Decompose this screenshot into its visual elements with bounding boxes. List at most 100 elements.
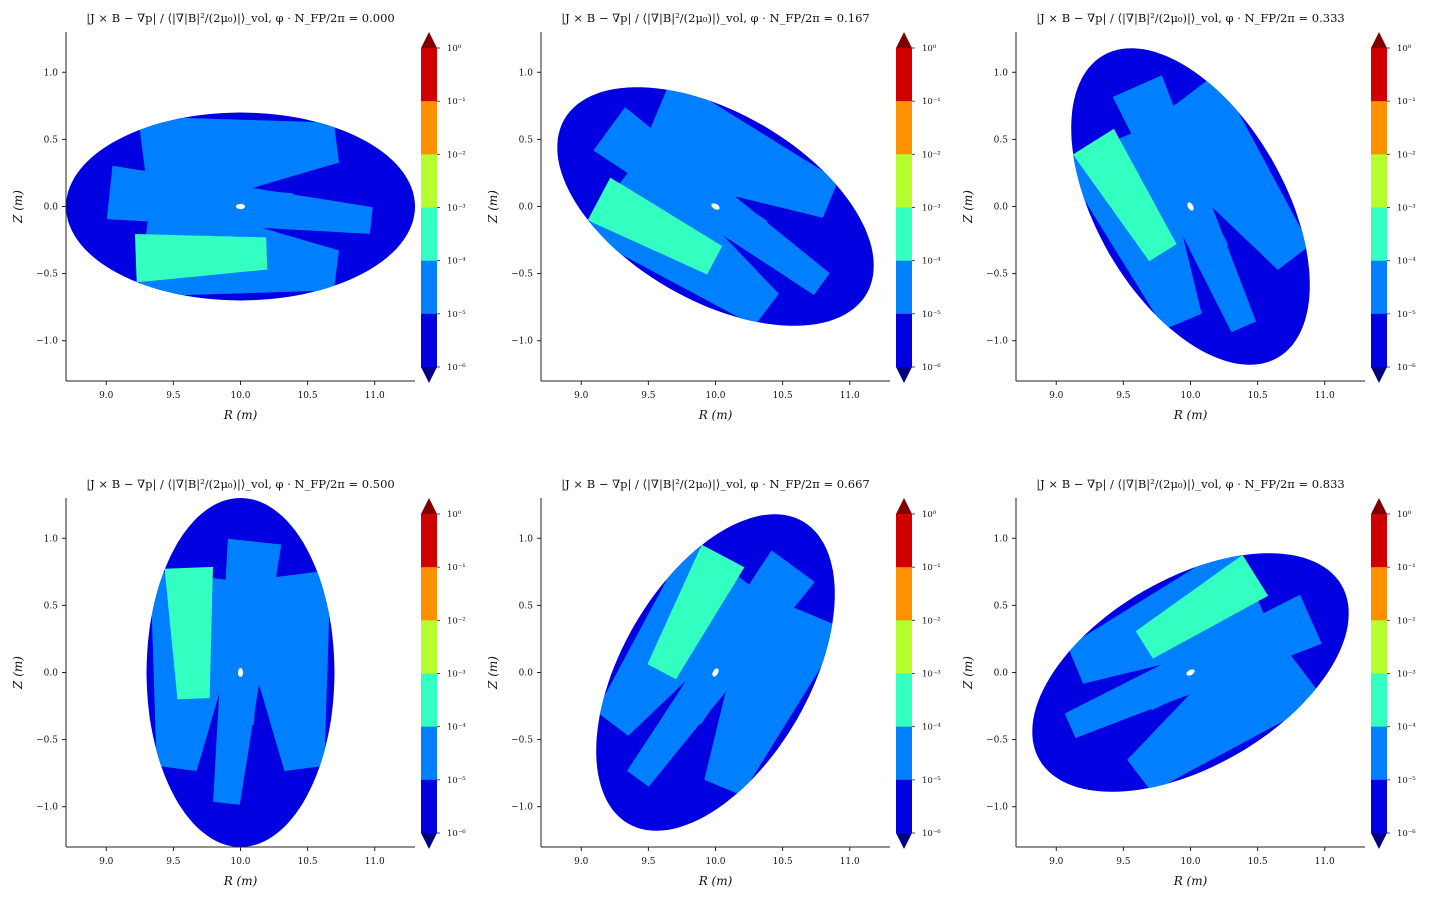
x-tick-label: 10.5	[298, 391, 318, 401]
y-tick-label: 0.0	[994, 203, 1009, 213]
x-axis-label: R (m)	[223, 874, 258, 888]
x-tick-label: 10.0	[705, 857, 725, 867]
contour-band-5	[164, 566, 213, 700]
y-tick-label: 0.5	[994, 601, 1009, 611]
x-tick-label: 10.5	[773, 391, 793, 401]
x-tick-label: 11.0	[1315, 391, 1335, 401]
colorbar-tick-label: 10⁻⁶	[447, 829, 466, 839]
x-tick-label: 10.0	[1180, 391, 1200, 401]
y-tick-label: −1.0	[36, 803, 58, 813]
x-tick-label: 9.5	[1116, 857, 1131, 867]
contour-band-4	[221, 637, 260, 725]
x-tick-label: 9.5	[641, 857, 656, 867]
colorbar-tick-label: 10⁻²	[922, 616, 941, 626]
colorbar-tick-label: 10⁻³	[922, 204, 941, 214]
y-tick-label: −1.0	[511, 337, 533, 347]
colorbar-segment	[421, 673, 437, 728]
colorbar-segment	[421, 48, 437, 102]
colorbar-tick-label: 10⁻⁵	[447, 310, 466, 320]
y-tick-label: 0.0	[519, 203, 534, 213]
colorbar-segment	[896, 48, 912, 102]
colorbar-tick-label: 10⁻¹	[922, 563, 941, 573]
panel-title: |J × B − ∇p| / ⟨|∇|B|²/(2μ₀)|⟩_vol, φ · …	[1036, 477, 1344, 492]
magnetic-axis-marker	[1186, 669, 1195, 676]
panel-5: |J × B − ∇p| / ⟨|∇|B|²/(2μ₀)|⟩_vol, φ · …	[486, 477, 941, 888]
x-tick-label: 9.5	[166, 857, 181, 867]
x-tick-label: 11.0	[840, 391, 860, 401]
colorbar-tick-label: 10⁻⁶	[1397, 829, 1416, 839]
contour-band-5	[1072, 128, 1177, 262]
y-tick-label: −0.5	[986, 736, 1008, 746]
y-axis-label: Z (m)	[486, 190, 500, 224]
y-tick-label: −1.0	[511, 803, 533, 813]
colorbar: 10⁰ 10⁻¹ 10⁻² 10⁻³ 10⁻⁴ 10⁻⁵ 10⁻⁶	[421, 498, 466, 849]
y-tick-label: 1.0	[519, 534, 534, 544]
contour-band-4	[205, 187, 293, 226]
y-axis-label: Z (m)	[11, 190, 25, 224]
colorbar-tick-label: 10⁻⁵	[1397, 310, 1416, 320]
x-axis-label: R (m)	[698, 408, 733, 422]
colorbar-extend-max	[421, 498, 437, 514]
colorbar-segment	[421, 514, 437, 568]
colorbar-tick-label: 10⁰	[447, 510, 462, 520]
y-tick-label: −0.5	[511, 736, 533, 746]
y-axis-label: Z (m)	[961, 190, 975, 224]
panel-title: |J × B − ∇p| / ⟨|∇|B|²/(2μ₀)|⟩_vol, φ · …	[86, 477, 394, 492]
colorbar-tick-label: 10⁻²	[447, 150, 466, 160]
colorbar-segment	[1371, 620, 1387, 674]
x-tick-label: 9.0	[1049, 391, 1064, 401]
colorbar-extend-max	[421, 32, 437, 48]
colorbar-segment	[1371, 154, 1387, 208]
x-tick-label: 9.0	[99, 857, 114, 867]
y-tick-label: 0.0	[994, 669, 1009, 679]
colorbar-tick-label: 10⁻²	[447, 616, 466, 626]
colorbar-tick-label: 10⁻⁶	[447, 363, 466, 373]
y-tick-label: 0.0	[44, 203, 59, 213]
colorbar-tick-label: 10⁻⁴	[447, 257, 466, 267]
colorbar-extend-max	[896, 32, 912, 48]
colorbar-tick-label: 10⁻⁵	[922, 310, 941, 320]
y-axis-label: Z (m)	[11, 656, 25, 690]
colorbar-tick-label: 10⁻²	[1397, 616, 1416, 626]
colorbar: 10⁰ 10⁻¹ 10⁻² 10⁻³ 10⁻⁴ 10⁻⁵ 10⁻⁶	[1371, 498, 1416, 849]
colorbar-tick-label: 10⁻⁴	[447, 723, 466, 733]
contour-band-4	[675, 172, 768, 245]
panel-2: |J × B − ∇p| / ⟨|∇|B|²/(2μ₀)|⟩_vol, φ · …	[486, 11, 941, 422]
colorbar-tick-label: 10⁻³	[1397, 670, 1416, 680]
colorbar-tick-label: 10⁰	[1397, 44, 1412, 54]
y-axis-label: Z (m)	[486, 656, 500, 690]
colorbar: 10⁰ 10⁻¹ 10⁻² 10⁻³ 10⁻⁴ 10⁻⁵ 10⁻⁶	[1371, 32, 1416, 383]
colorbar-tick-label: 10⁻¹	[447, 563, 466, 573]
colorbar-segment	[421, 567, 437, 621]
colorbar-tick-label: 10⁰	[922, 44, 937, 54]
x-tick-label: 10.5	[1248, 857, 1268, 867]
x-axis-label: R (m)	[1173, 408, 1208, 422]
x-tick-label: 9.5	[641, 391, 656, 401]
x-tick-label: 10.0	[705, 391, 725, 401]
colorbar-segment	[421, 207, 437, 262]
panel-3: |J × B − ∇p| / ⟨|∇|B|²/(2μ₀)|⟩_vol, φ · …	[961, 11, 1416, 422]
colorbar-segment	[896, 207, 912, 262]
panel-1: |J × B − ∇p| / ⟨|∇|B|²/(2μ₀)|⟩_vol, φ · …	[11, 11, 466, 422]
magnetic-axis-marker	[712, 668, 719, 677]
colorbar: 10⁰ 10⁻¹ 10⁻² 10⁻³ 10⁻⁴ 10⁻⁵ 10⁻⁶	[896, 498, 941, 849]
colorbar-tick-label: 10⁰	[1397, 510, 1412, 520]
colorbar-extend-max	[896, 498, 912, 514]
colorbar-tick-label: 10⁻¹	[1397, 563, 1416, 573]
x-tick-label: 10.5	[1248, 391, 1268, 401]
colorbar-tick-label: 10⁻⁴	[922, 723, 941, 733]
colorbar-extend-min	[421, 367, 437, 383]
colorbar-tick-label: 10⁻⁵	[922, 776, 941, 786]
panel-6: |J × B − ∇p| / ⟨|∇|B|²/(2μ₀)|⟩_vol, φ · …	[961, 477, 1416, 888]
colorbar-tick-label: 10⁻²	[1397, 150, 1416, 160]
colorbar-segment	[421, 779, 437, 834]
colorbar-segment	[896, 514, 912, 568]
y-tick-label: 0.5	[44, 135, 59, 145]
colorbar-tick-label: 10⁰	[922, 510, 937, 520]
colorbar-segment	[896, 567, 912, 621]
y-tick-label: 1.0	[994, 68, 1009, 78]
colorbar-tick-label: 10⁻⁴	[1397, 723, 1416, 733]
colorbar-segment	[896, 620, 912, 674]
panel-title: |J × B − ∇p| / ⟨|∇|B|²/(2μ₀)|⟩_vol, φ · …	[561, 477, 869, 492]
